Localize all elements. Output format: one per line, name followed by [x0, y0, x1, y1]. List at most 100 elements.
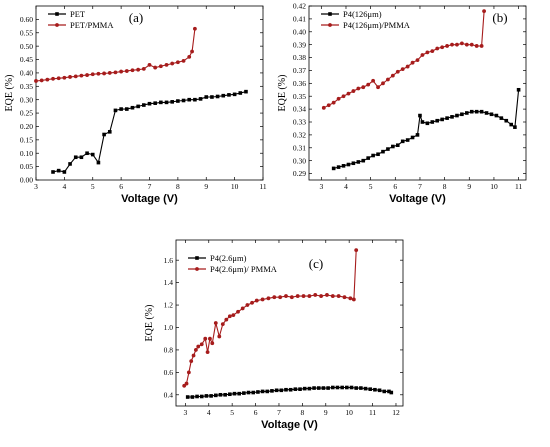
data-point	[102, 71, 106, 76]
data-point	[231, 313, 236, 318]
y-tick-label: 0.39	[293, 40, 306, 49]
data-point	[125, 107, 129, 111]
data-point	[189, 359, 194, 364]
data-point	[265, 389, 270, 394]
x-tick-label: 4	[207, 408, 211, 417]
data-point	[181, 58, 186, 63]
data-point	[215, 94, 220, 99]
data-point	[56, 76, 61, 81]
data-point	[284, 387, 288, 392]
y-tick-label: 0.35	[293, 92, 306, 101]
data-point	[361, 158, 366, 163]
data-point	[313, 293, 318, 297]
y-tick-label: 0.37	[293, 66, 306, 75]
data-point	[341, 94, 346, 99]
data-point	[420, 53, 425, 57]
x-tick-label: 11	[259, 182, 266, 191]
y-tick-label: 0.40	[293, 27, 306, 36]
data-point	[390, 73, 395, 78]
data-point	[479, 44, 484, 48]
data-point	[68, 162, 72, 166]
x-tick-label: 7	[277, 408, 281, 417]
data-point	[39, 78, 44, 83]
data-point	[51, 170, 55, 174]
legend-entry: PET	[48, 9, 86, 19]
x-tick-label: 9	[324, 408, 328, 417]
data-point	[359, 386, 363, 390]
panel-label: (b)	[492, 10, 507, 25]
series-2	[321, 9, 486, 110]
y-tick-label: 0.34	[293, 105, 306, 114]
data-point	[389, 390, 394, 395]
x-axis-label: Voltage (V)	[261, 419, 318, 431]
data-point	[435, 118, 440, 123]
data-point	[321, 386, 326, 390]
data-point	[244, 89, 248, 94]
data-point	[185, 395, 190, 399]
x-tick-label: 6	[119, 182, 123, 191]
y-tick-label: 0.25	[20, 109, 33, 118]
x-tick-label: 4	[63, 182, 67, 191]
x-tick-label: 11	[515, 182, 522, 191]
data-point	[430, 49, 435, 54]
y-axis-label: EQE (%)	[4, 75, 15, 112]
data-point	[113, 108, 118, 113]
data-point	[331, 166, 336, 171]
y-tick-label: 0.36	[293, 79, 306, 88]
data-point	[336, 96, 341, 101]
data-point	[482, 9, 486, 14]
x-tick-label: 5	[230, 408, 234, 417]
data-point	[204, 394, 209, 398]
data-point	[56, 168, 61, 173]
data-point	[232, 92, 237, 97]
data-point	[460, 112, 464, 117]
data-point	[209, 394, 213, 398]
data-point	[325, 293, 329, 297]
y-tick-label: 0.00	[20, 176, 33, 185]
data-point	[516, 87, 521, 92]
data-point	[256, 390, 260, 394]
x-tick-label: 8	[300, 408, 304, 417]
data-point	[51, 76, 55, 81]
data-point	[410, 135, 415, 140]
data-point	[278, 295, 283, 300]
data-point	[366, 82, 371, 87]
data-point	[34, 79, 38, 83]
data-point	[440, 117, 444, 122]
data-point	[440, 45, 445, 50]
data-point	[62, 170, 67, 174]
y-tick-label: 0.60	[20, 15, 33, 24]
data-point	[136, 67, 141, 72]
data-point	[405, 64, 410, 69]
legend-marker	[55, 23, 59, 27]
data-point	[224, 317, 229, 322]
data-point	[130, 105, 135, 110]
y-tick-label: 1.2	[164, 301, 174, 310]
data-point	[459, 41, 464, 46]
data-point	[330, 294, 335, 298]
data-point	[250, 300, 254, 305]
data-point	[274, 388, 279, 393]
series-line	[323, 11, 485, 109]
data-point	[96, 160, 101, 165]
data-point	[489, 112, 494, 117]
x-tick-label: 8	[176, 182, 180, 191]
data-point	[445, 44, 449, 48]
data-point	[316, 386, 321, 390]
data-point	[73, 74, 78, 79]
x-tick-label: 3	[34, 182, 38, 191]
data-point	[363, 386, 368, 391]
data-point	[90, 152, 95, 157]
data-point	[176, 99, 180, 103]
data-point	[395, 143, 400, 147]
data-point	[238, 91, 243, 95]
x-tick-label: 3	[319, 182, 323, 191]
y-tick-label: 0.10	[20, 149, 33, 158]
x-tick-label: 10	[345, 408, 353, 417]
panel-label: (c)	[309, 256, 323, 271]
legend-marker	[195, 256, 199, 260]
data-point	[199, 394, 204, 399]
y-tick-label: 0.6	[164, 368, 174, 377]
legend-entry: P4(2.6μm)/ PMMA	[188, 264, 278, 274]
